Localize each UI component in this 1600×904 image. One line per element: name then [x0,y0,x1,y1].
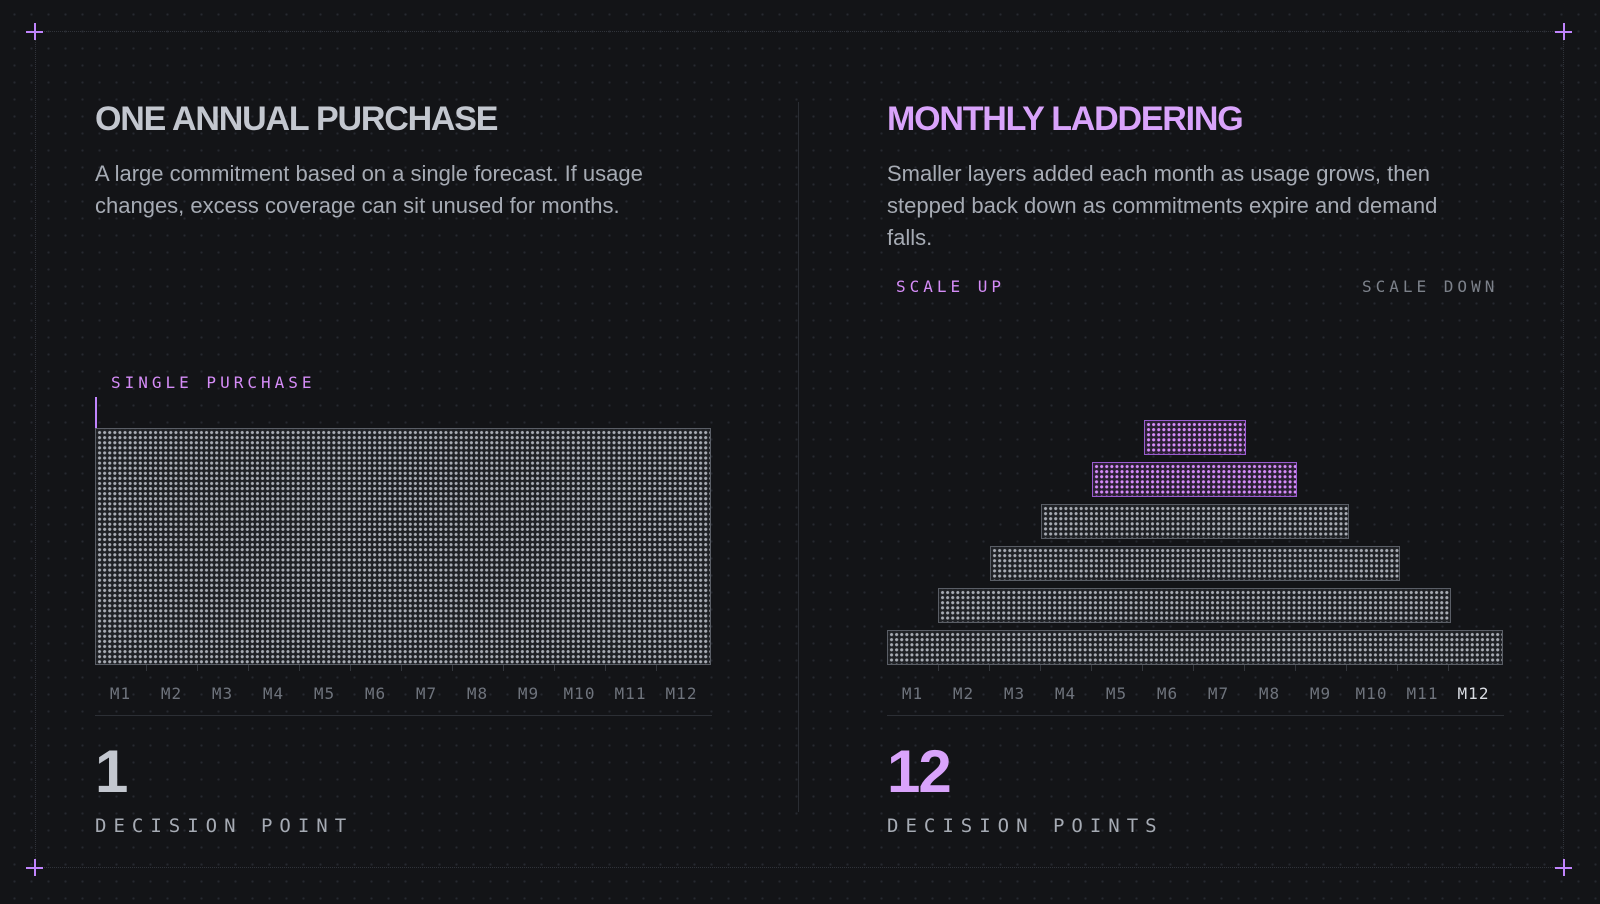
decision-count-label: DECISION POINTS [887,815,1164,837]
corner-plus-icon [1555,859,1572,876]
month-label: M8 [466,684,489,703]
month-label: M11 [614,684,647,703]
axis-tick [989,665,990,671]
month-label: M1 [901,684,924,703]
month-label: M9 [1309,684,1332,703]
panel-title: MONTHLY LADDERING [887,100,1244,138]
frame-left-line [35,31,36,867]
axis-baseline [95,715,712,716]
month-label: M3 [1003,684,1026,703]
ladder-layer [1092,462,1298,497]
frame-top-line [35,31,1565,32]
axis-tick [554,665,555,671]
panel-description: Smaller layers added each month as usage… [887,161,1438,250]
axis-baseline [887,715,1504,716]
decision-count: 1 [95,738,128,805]
ladder-layer [989,546,1400,581]
axis-tick [1295,665,1296,671]
axis-tick [146,665,147,671]
axis-tick [1346,665,1347,671]
month-label: M2 [952,684,975,703]
month-label: M5 [1105,684,1128,703]
frame-right-line [1563,31,1564,867]
single-purchase-label: SINGLE PURCHASE [111,373,316,392]
corner-plus-icon [26,23,43,40]
ladder-layer [1143,420,1247,455]
axis-tick [1091,665,1092,671]
corner-plus-icon [26,859,43,876]
annual-purchase-panel: ONE ANNUAL PURCHASE A large commitment b… [95,0,715,904]
axis-tick [299,665,300,671]
scale-down-label: SCALE DOWN [1362,277,1499,296]
axis-tick [401,665,402,671]
annual-commitment-block [95,428,711,665]
panel-description: A large commitment based on a single for… [95,161,643,218]
month-label: M5 [313,684,336,703]
axis-tick [656,665,657,671]
panel-divider [798,102,799,812]
axis-tick [1448,665,1449,671]
axis-tick [938,665,939,671]
frame-bottom-line [35,867,1565,868]
axis-tick [1193,665,1194,671]
month-label: M4 [1054,684,1077,703]
axis-tick [197,665,198,671]
ladder-layer [938,588,1452,623]
month-label: M7 [415,684,438,703]
axis-tick [605,665,606,671]
scale-up-label: SCALE UP [896,277,1006,296]
monthly-laddering-panel: MONTHLY LADDERING Smaller layers added e… [887,0,1507,904]
month-label: M8 [1258,684,1281,703]
month-label: M9 [517,684,540,703]
axis-tick [350,665,351,671]
axis-tick [1040,665,1041,671]
month-label: M10 [1355,684,1388,703]
month-label-highlighted: M12 [1457,684,1490,703]
ladder-layer [1040,504,1349,539]
decision-count: 12 [887,738,952,805]
month-label: M6 [364,684,387,703]
month-label: M10 [563,684,596,703]
panel-title: ONE ANNUAL PURCHASE [95,100,498,138]
ladder-layer [887,630,1503,665]
axis-tick [452,665,453,671]
decision-count-label: DECISION POINT [95,815,354,837]
month-label: M7 [1207,684,1230,703]
month-label: M1 [109,684,132,703]
month-label: M6 [1156,684,1179,703]
month-label: M2 [160,684,183,703]
axis-tick [1244,665,1245,671]
month-label: M4 [262,684,285,703]
month-label: M11 [1406,684,1439,703]
axis-tick [1397,665,1398,671]
month-label: M12 [665,684,698,703]
corner-plus-icon [1555,23,1572,40]
axis-tick [1142,665,1143,671]
axis-tick [248,665,249,671]
axis-tick [503,665,504,671]
month-label: M3 [211,684,234,703]
